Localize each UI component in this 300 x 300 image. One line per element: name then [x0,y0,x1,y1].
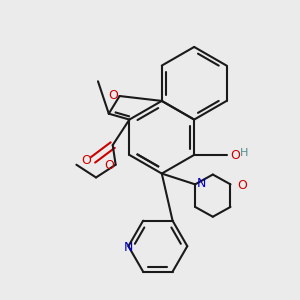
Text: O: O [230,149,240,162]
Text: N: N [197,177,206,190]
Text: O: O [104,159,114,172]
Text: O: O [237,179,247,192]
Text: H: H [240,148,249,158]
Text: N: N [124,241,133,254]
Text: O: O [81,154,91,167]
Text: O: O [108,88,118,101]
